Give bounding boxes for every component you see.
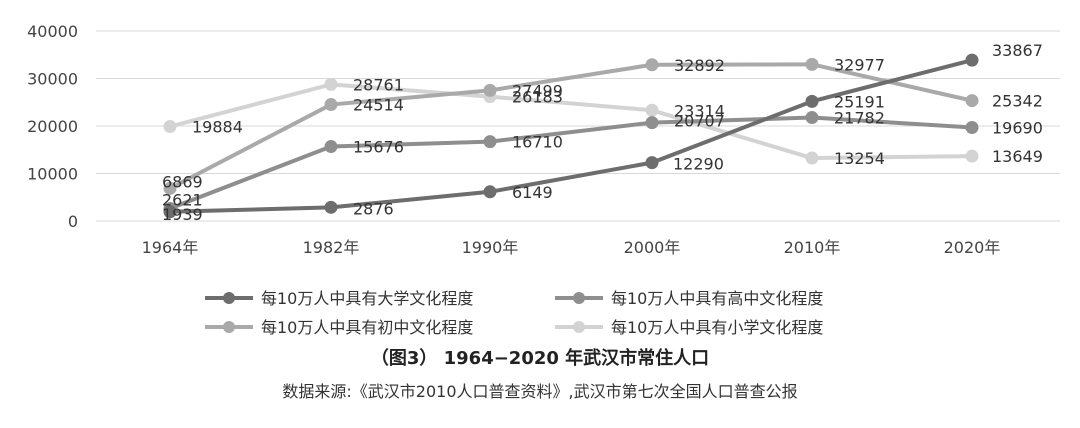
data-label: 33867 [992, 41, 1043, 60]
data-labels: 1939 2876 6149 12290 25191 33867 2621 15676 1671… [162, 41, 1043, 224]
series-lines [163, 53, 979, 219]
y-axis-ticks: 0 10000 20000 30000 40000 [27, 22, 78, 231]
series-1 [163, 53, 979, 219]
legend-swatch-marker [573, 321, 585, 333]
data-point [645, 58, 659, 72]
data-label: 32977 [834, 55, 885, 74]
y-tick-label: 20000 [27, 117, 78, 136]
data-label: 32892 [674, 56, 725, 75]
data-label: 21782 [834, 109, 885, 128]
data-point [324, 98, 338, 112]
data-label: 26183 [512, 88, 563, 107]
series-line [169, 82, 973, 161]
caption-title: （图3） 1964−2020 年武汉市常住人口 [371, 347, 709, 369]
data-label: 2621 [162, 191, 203, 210]
data-point [805, 151, 819, 165]
y-tick-label: 0 [68, 212, 78, 231]
data-label: 13254 [834, 149, 885, 168]
legend-label: 每10万人中具有初中文化程度 [261, 318, 473, 337]
legend-item: 每10万人中具有大学文化程度 [205, 289, 473, 308]
data-label: 2876 [353, 199, 394, 218]
data-point [483, 83, 497, 97]
data-label: 19884 [192, 118, 243, 137]
data-label: 1939 [162, 205, 203, 224]
data-point [645, 156, 659, 170]
data-point [483, 135, 497, 149]
x-tick-label: 2000年 [624, 238, 681, 257]
data-label: 23314 [674, 101, 725, 120]
legend-item: 每10万人中具有高中文化程度 [555, 289, 823, 308]
legend-item: 每10万人中具有初中文化程度 [205, 318, 473, 337]
data-label: 25342 [992, 92, 1043, 111]
data-label: 20707 [674, 112, 725, 131]
data-point [645, 103, 659, 117]
data-point [805, 94, 819, 108]
legend-label: 每10万人中具有小学文化程度 [611, 318, 823, 337]
data-point [965, 53, 979, 67]
data-point [483, 185, 497, 199]
data-label: 6149 [512, 183, 553, 202]
data-point [965, 149, 979, 163]
y-tick-label: 10000 [27, 165, 78, 184]
x-axis-ticks: 1964年 1982年 1990年 2000年 2010年 2020年 [142, 238, 1001, 257]
data-point [965, 94, 979, 108]
data-label: 15676 [353, 138, 404, 157]
data-point [324, 140, 338, 154]
data-point [163, 181, 177, 195]
legend-item: 每10万人中具有小学文化程度 [555, 318, 823, 337]
data-label: 13649 [992, 147, 1043, 166]
data-point [805, 57, 819, 71]
data-label: 24514 [353, 96, 404, 115]
x-tick-label: 1982年 [303, 238, 360, 257]
data-point [965, 120, 979, 134]
legend: 每10万人中具有大学文化程度 每10万人中具有高中文化程度每10万人中具有初中文化… [205, 289, 823, 337]
data-point [163, 205, 177, 219]
legend-label: 每10万人中具有高中文化程度 [611, 289, 823, 308]
data-label: 19690 [992, 118, 1043, 137]
y-tick-label: 40000 [27, 22, 78, 41]
x-tick-label: 2020年 [944, 238, 1001, 257]
series-line [169, 115, 973, 211]
caption-source: 数据来源:《武汉市2010人口普查资料》,武汉市第七次全国人口普查公报 [282, 382, 797, 401]
series-line [169, 62, 973, 191]
data-label: 12290 [673, 155, 724, 174]
x-tick-label: 2010年 [784, 238, 841, 257]
data-point [324, 77, 338, 91]
data-label: 16710 [512, 133, 563, 152]
data-point [324, 200, 338, 214]
series-3 [163, 57, 979, 195]
data-point [805, 111, 819, 125]
data-point [645, 116, 659, 130]
legend-swatch-marker [223, 321, 235, 333]
x-tick-label: 1990年 [462, 238, 519, 257]
data-label: 6869 [162, 172, 203, 191]
legend-swatch-marker [223, 292, 235, 304]
legend-swatch-marker [573, 292, 585, 304]
x-tick-label: 1964年 [142, 238, 199, 257]
legend-label: 每10万人中具有大学文化程度 [261, 289, 473, 308]
data-label: 25191 [834, 92, 885, 111]
data-label: 28761 [353, 75, 404, 94]
series-line [169, 58, 973, 214]
y-tick-label: 30000 [27, 70, 78, 89]
data-label: 27499 [512, 81, 563, 100]
data-point [163, 120, 177, 134]
